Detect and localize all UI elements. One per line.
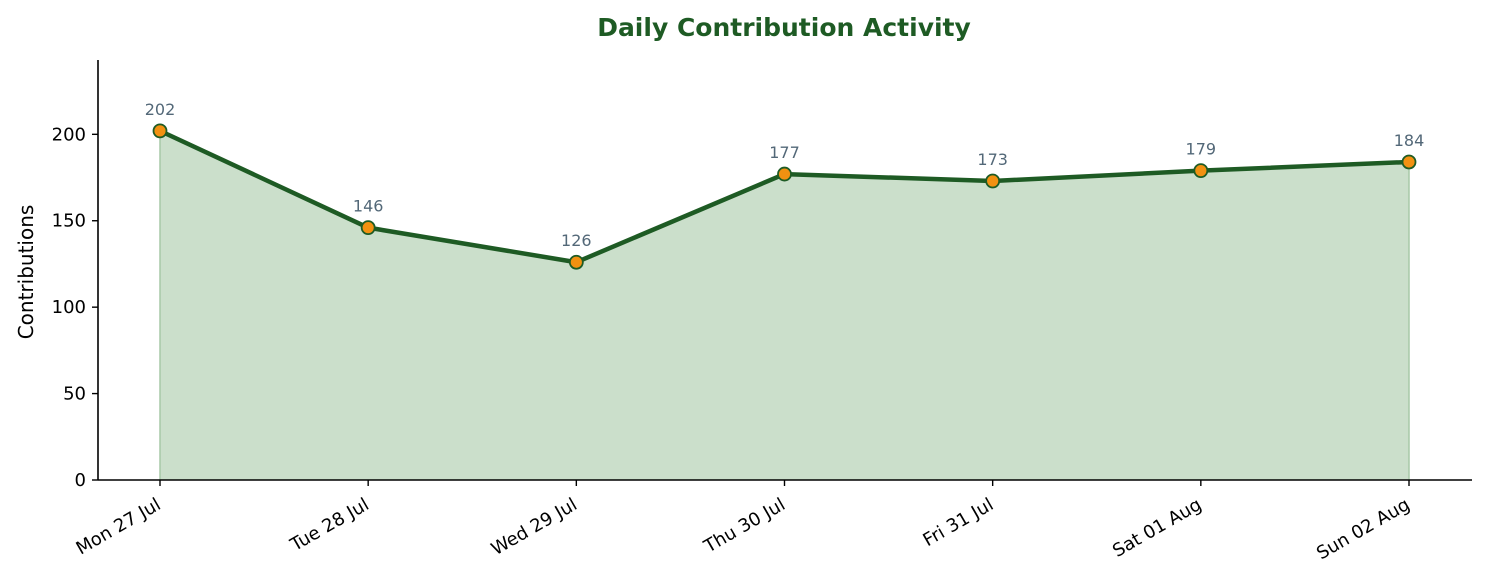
- data-point-marker: [152, 123, 168, 139]
- x-tick-label: Fri 31 Jul: [920, 494, 998, 551]
- data-point-marker: [777, 166, 792, 182]
- x-tick-label: Tue 28 Jul: [286, 494, 373, 556]
- y-tick-label: 100: [52, 297, 86, 318]
- chart-title: Daily Contribution Activity: [597, 13, 971, 42]
- y-tick-label: 0: [75, 470, 86, 491]
- data-point-marker: [360, 220, 376, 236]
- x-tick-label: Sat 01 Aug: [1109, 494, 1205, 562]
- x-tick-label: Wed 29 Jul: [488, 494, 581, 560]
- y-tick-label: 50: [63, 384, 86, 405]
- data-label: 179: [1186, 140, 1217, 159]
- plot-area: 0 50 100 150 200 Mon 27 Jul Tue 28 Jul Wed 29 J…: [52, 60, 1472, 564]
- y-axis-label: Contributions: [14, 205, 38, 340]
- y-tick-label: 150: [52, 211, 86, 232]
- x-tick-label: Thu 30 Jul: [700, 494, 789, 558]
- area-fill: [160, 130, 1409, 480]
- data-label: 202: [145, 100, 176, 119]
- y-tick-label: 200: [52, 124, 86, 145]
- data-point-marker: [568, 254, 584, 270]
- data-label: 126: [561, 231, 592, 250]
- data-label: 173: [977, 150, 1008, 169]
- data-label: 146: [353, 197, 384, 216]
- data-label: 177: [769, 143, 800, 162]
- data-point-marker: [1401, 154, 1417, 170]
- data-point-marker: [1193, 163, 1209, 179]
- x-tick-label: Mon 27 Jul: [73, 494, 165, 559]
- x-tick-label: Sun 02 Aug: [1313, 494, 1413, 564]
- data-point-marker: [985, 173, 1001, 189]
- data-label: 184: [1394, 131, 1425, 150]
